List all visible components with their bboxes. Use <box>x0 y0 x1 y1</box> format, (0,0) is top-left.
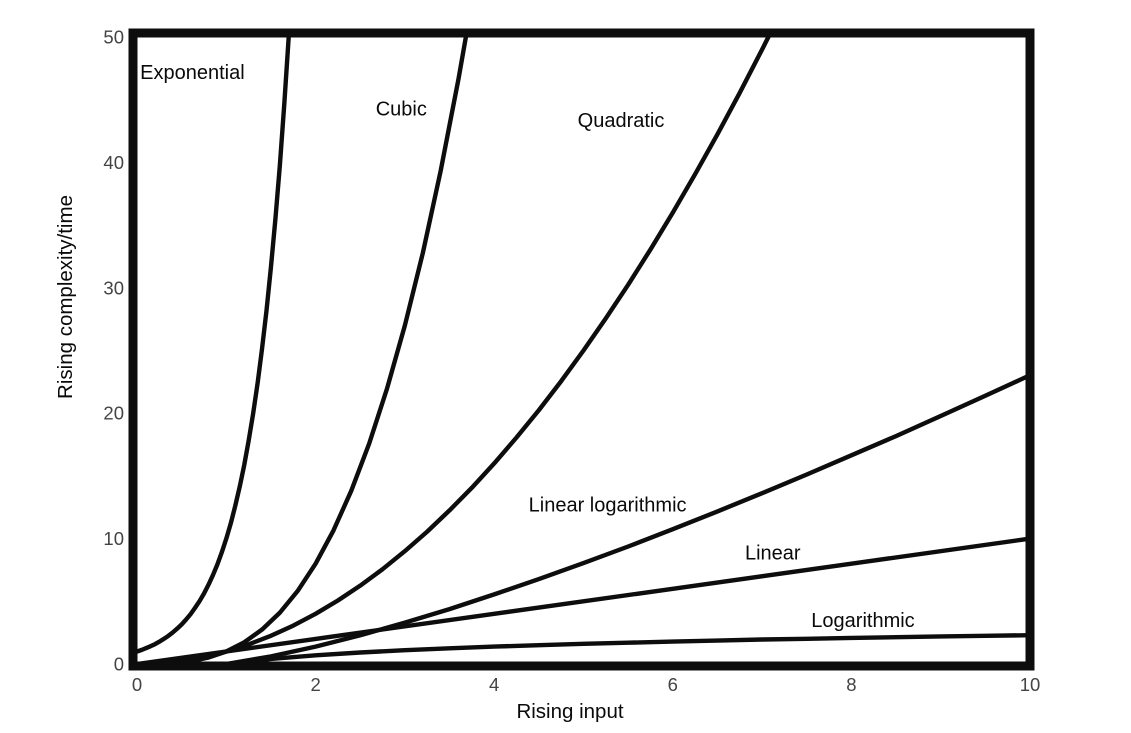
x-tick-label-10: 10 <box>1020 674 1041 695</box>
series-label-linear-logarithmic: Linear logarithmic <box>529 495 687 517</box>
curve-exponential <box>134 33 292 654</box>
x-tick-label-8: 8 <box>846 674 856 695</box>
y-tick-label-40: 40 <box>103 152 124 173</box>
y-tick-label-10: 10 <box>103 528 124 549</box>
series-label-cubic: Cubic <box>376 99 427 121</box>
y-axis-label: Rising complexity/time <box>54 195 77 399</box>
curves-group <box>134 33 1030 666</box>
y-tick-label-30: 30 <box>103 277 124 298</box>
curve-logarithmic <box>224 633 1030 666</box>
x-tick-label-2: 2 <box>310 674 320 695</box>
y-tick-label-20: 20 <box>103 403 124 424</box>
curve-linear <box>134 536 1030 666</box>
y-tick-label-50: 50 <box>103 27 124 48</box>
series-labels: Exponential Cubic Quadratic Linear logarith… <box>140 62 915 632</box>
series-label-logarithmic: Logarithmic <box>811 610 914 632</box>
y-tick-label-0: 0 <box>114 654 124 675</box>
plot-border <box>128 28 1035 671</box>
x-tick-label-4: 4 <box>489 674 499 695</box>
curve-linear-logarithmic <box>134 373 1030 666</box>
series-label-quadratic: Quadratic <box>578 110 665 132</box>
series-label-linear: Linear <box>745 542 801 564</box>
curve-quadratic <box>134 33 773 666</box>
x-tick-label-6: 6 <box>668 674 678 695</box>
y-tick-labels: 0 10 20 30 40 50 <box>103 27 124 675</box>
x-tick-label-0: 0 <box>132 674 142 695</box>
x-tick-labels: 0 2 4 6 8 10 <box>132 674 1040 695</box>
x-axis-label: Rising input <box>516 700 623 723</box>
series-label-exponential: Exponential <box>140 62 245 84</box>
